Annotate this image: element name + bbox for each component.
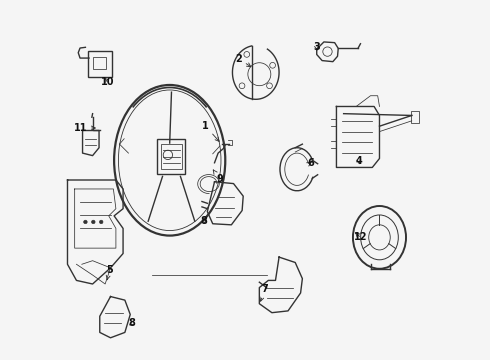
- Text: 7: 7: [260, 284, 268, 301]
- Text: 5: 5: [106, 265, 113, 280]
- Circle shape: [92, 220, 95, 224]
- Text: 2: 2: [236, 54, 251, 67]
- Text: 4: 4: [356, 156, 363, 166]
- Text: 6: 6: [307, 158, 314, 168]
- Text: 12: 12: [354, 232, 367, 242]
- Text: 11: 11: [74, 123, 95, 133]
- Text: 9: 9: [213, 170, 223, 184]
- Text: 1: 1: [202, 121, 219, 141]
- Text: 8: 8: [128, 319, 135, 328]
- Circle shape: [84, 220, 87, 224]
- Text: 10: 10: [101, 77, 115, 87]
- Circle shape: [99, 220, 103, 224]
- Text: 3: 3: [313, 42, 320, 52]
- Text: 8: 8: [200, 216, 207, 226]
